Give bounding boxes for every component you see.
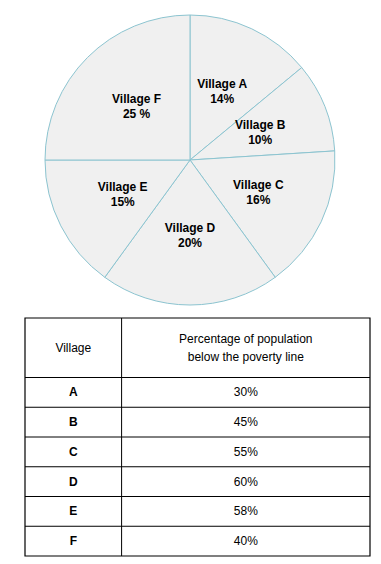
svg-text:C: C	[69, 445, 78, 459]
svg-text:25 %: 25 %	[123, 107, 151, 121]
svg-text:55%: 55%	[234, 445, 258, 459]
svg-text:F: F	[70, 534, 77, 548]
svg-text:B: B	[69, 415, 78, 429]
svg-text:D: D	[69, 475, 78, 489]
svg-text:Village F: Village F	[112, 92, 161, 106]
svg-text:10%: 10%	[248, 133, 272, 147]
svg-text:14%: 14%	[210, 92, 234, 106]
svg-text:Village: Village	[55, 341, 91, 355]
svg-text:Village A: Village A	[197, 77, 247, 91]
svg-text:Village B: Village B	[235, 118, 286, 132]
svg-text:60%: 60%	[234, 475, 258, 489]
svg-text:40%: 40%	[234, 534, 258, 548]
svg-text:20%: 20%	[178, 236, 202, 250]
svg-text:15%: 15%	[111, 195, 135, 209]
svg-text:16%: 16%	[246, 193, 270, 207]
svg-text:Village E: Village E	[98, 180, 148, 194]
svg-text:30%: 30%	[234, 385, 258, 399]
svg-text:E: E	[69, 504, 77, 518]
svg-text:below the poverty line: below the poverty line	[188, 350, 304, 364]
svg-text:Village C: Village C	[233, 178, 284, 192]
svg-text:45%: 45%	[234, 415, 258, 429]
svg-text:Village D: Village D	[165, 221, 216, 235]
svg-text:58%: 58%	[234, 504, 258, 518]
svg-text:A: A	[69, 385, 78, 399]
svg-text:Percentage of population: Percentage of population	[179, 332, 312, 346]
